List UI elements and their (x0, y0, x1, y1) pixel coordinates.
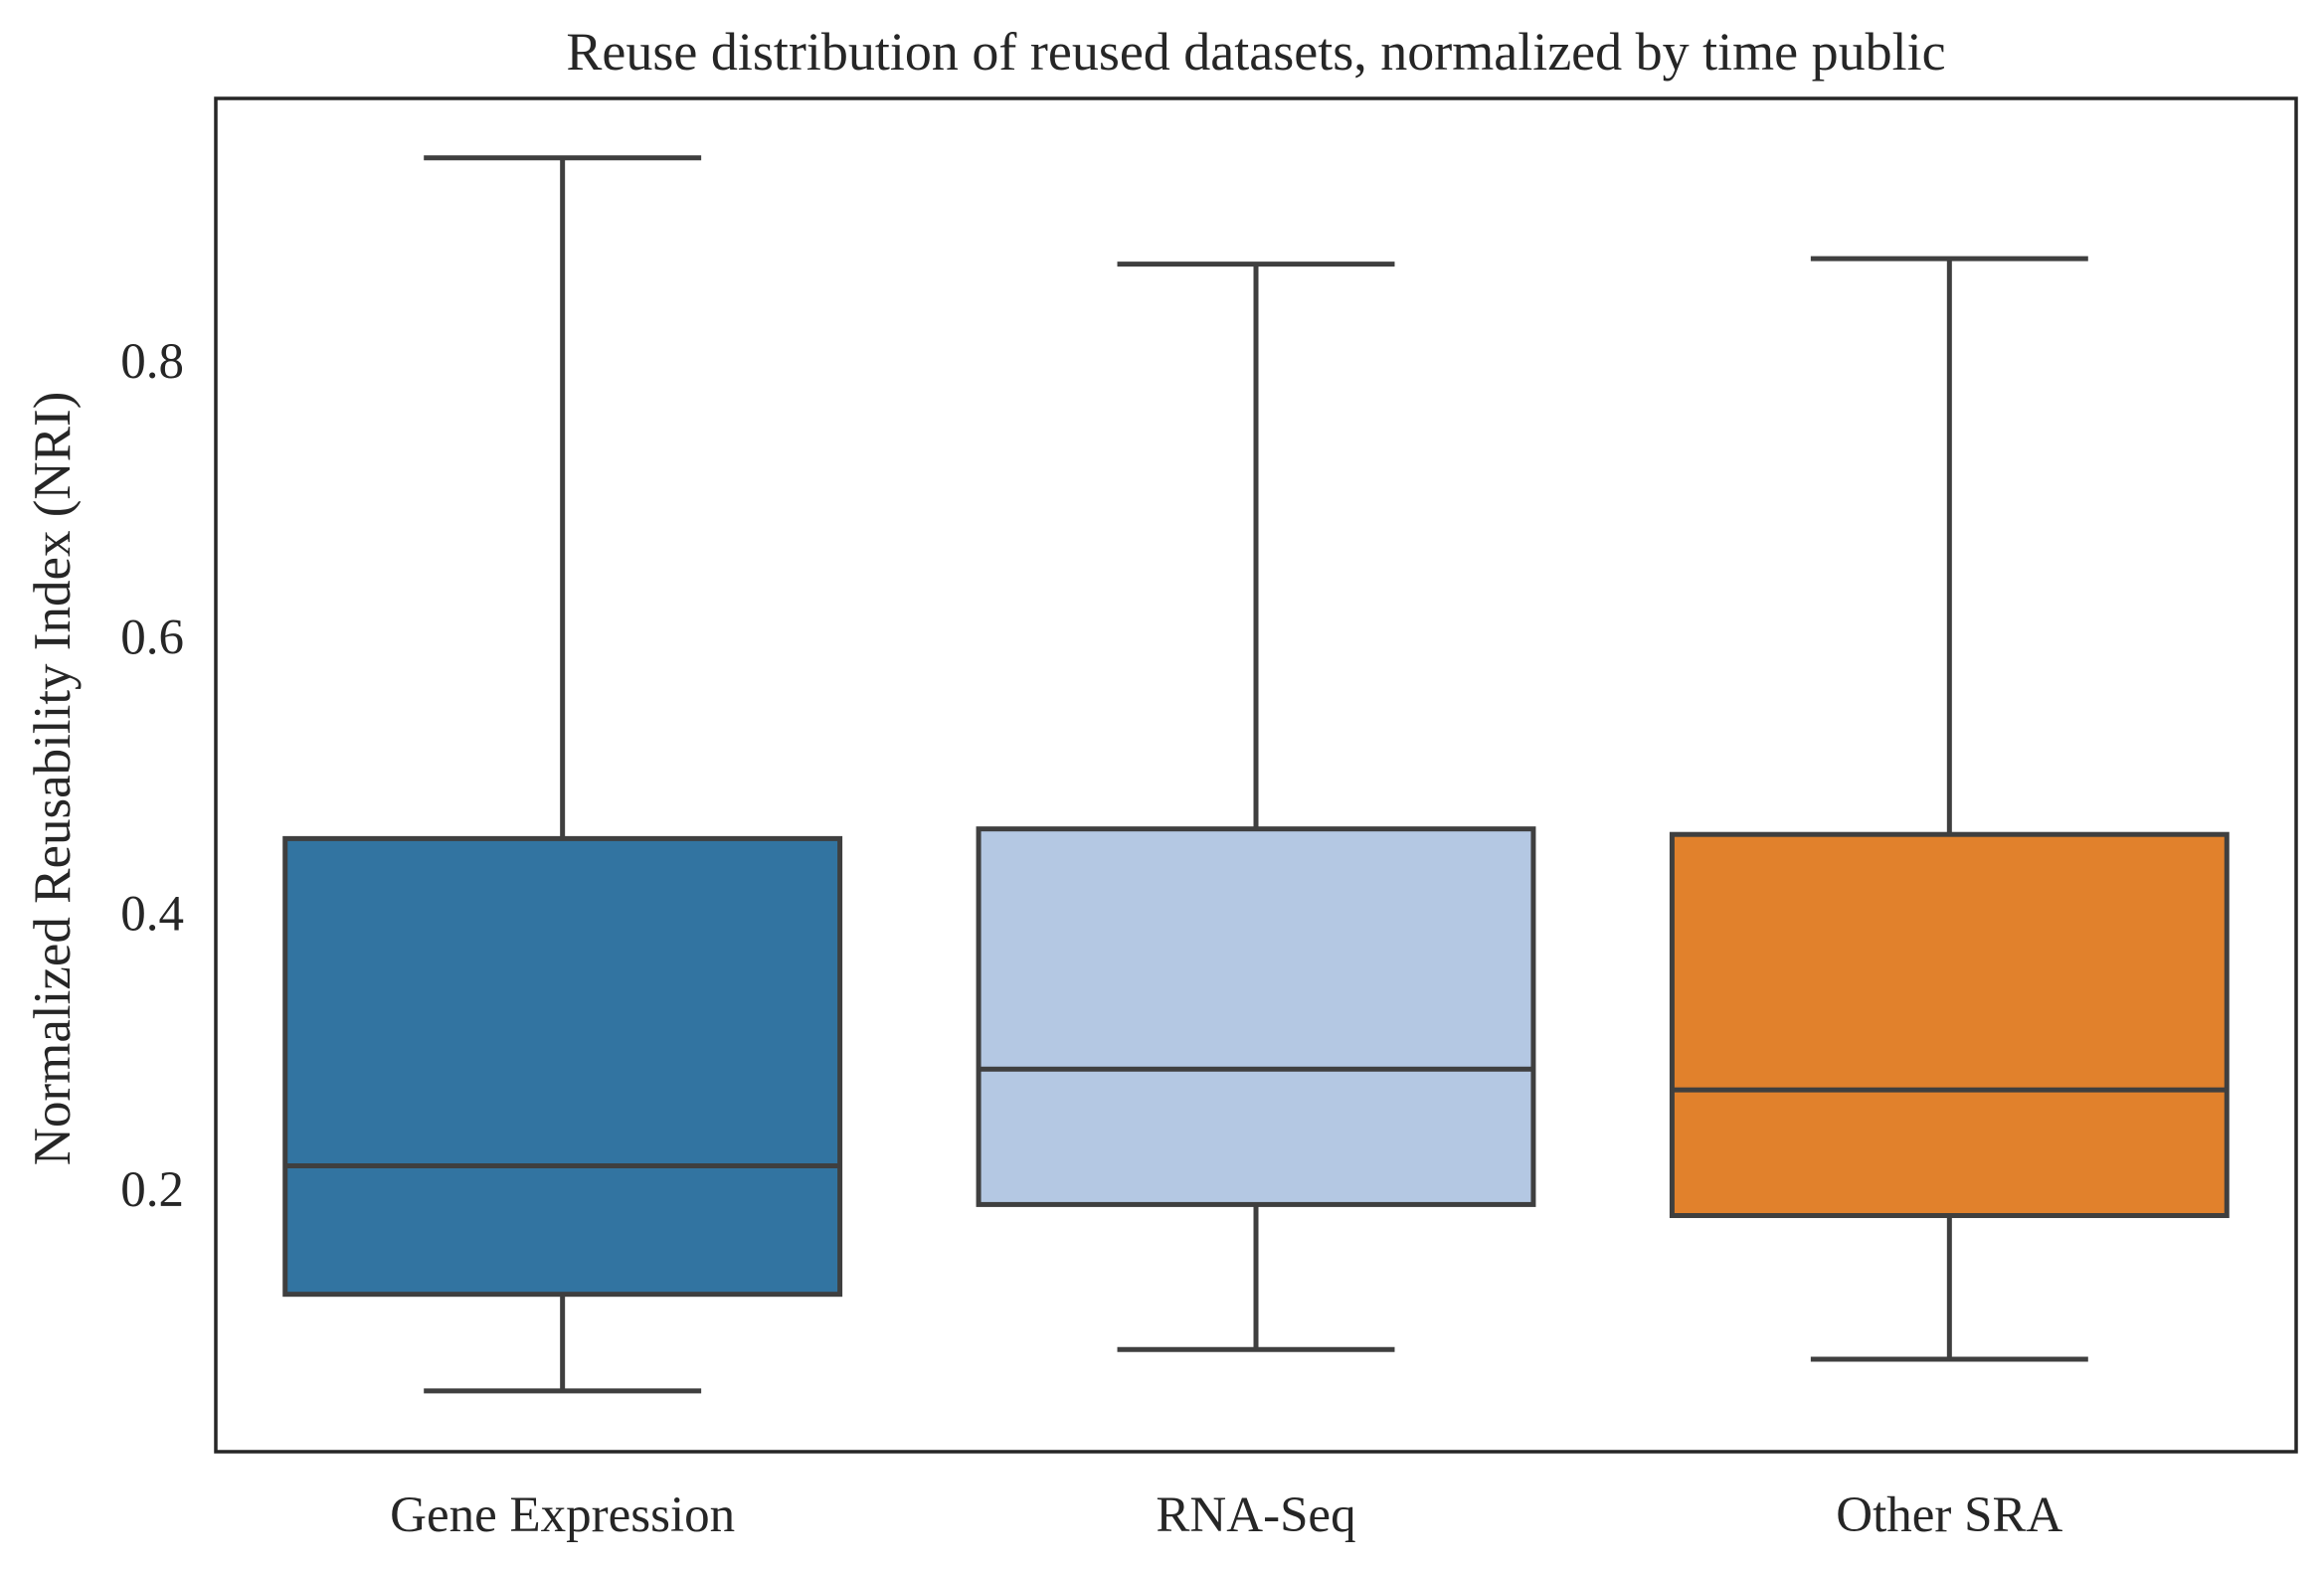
box-group (282, 155, 843, 1394)
x-axis-ticks: Gene Expression RNA-Seq Other SRA (390, 1487, 2062, 1543)
y-tick-label: 0.2 (120, 1162, 184, 1218)
iqr-box (976, 826, 1536, 1207)
box-group (976, 262, 1536, 1352)
y-axis-ticks: 0.2 0.4 0.6 0.8 (120, 334, 184, 1218)
y-tick-label: 0.4 (120, 886, 184, 942)
x-tick-label: RNA-Seq (1156, 1487, 1355, 1543)
y-tick-label: 0.6 (120, 611, 184, 666)
iqr-box (282, 835, 843, 1298)
y-tick-label: 0.8 (120, 334, 184, 390)
x-tick-label: Gene Expression (390, 1487, 735, 1543)
iqr-box (1669, 831, 2230, 1219)
chart-title: Reuse distribution of reused datasets, n… (566, 22, 1945, 82)
boxes-layer (282, 155, 2230, 1394)
plot-frame (214, 96, 2298, 1454)
y-axis-label: Normalized Reusability Index (NRI) (24, 392, 82, 1166)
box-group (1669, 256, 2230, 1362)
x-tick-label: Other SRA (1836, 1487, 2062, 1543)
